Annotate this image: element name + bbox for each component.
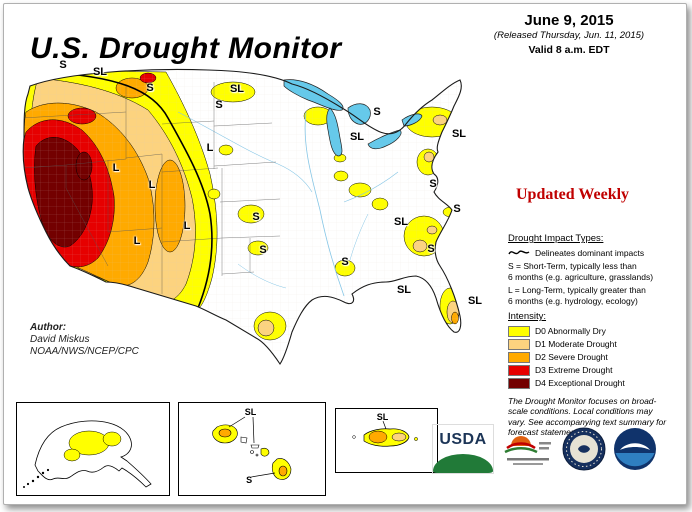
updated-weekly-note: Updated Weekly	[516, 186, 630, 203]
author-label: Author:	[30, 322, 67, 333]
pr-d2-area	[368, 430, 388, 444]
kauai-d2-area	[218, 428, 232, 438]
report-date: June 9, 2015	[524, 12, 614, 29]
legend-row: D0 Abnormally Dry	[508, 325, 684, 337]
legend-label: D4 Exceptional Drought	[535, 377, 625, 388]
valid-time: Valid 8 a.m. EDT	[528, 44, 610, 56]
drought-monitor-page: U.S. Drought Monitor June 9, 2015 (Relea…	[3, 3, 687, 505]
legend-label: D0 Abnormally Dry	[535, 325, 606, 336]
impact-line-icon	[508, 250, 530, 255]
intensity-legend: D0 Abnormally Dry D1 Moderate Drought D2 S…	[508, 325, 684, 389]
logo-row: USDA	[432, 420, 682, 478]
oahu-island	[240, 436, 248, 444]
pr-d1-area	[391, 432, 407, 442]
author-name: David Miskus	[30, 334, 90, 345]
us-map-svg	[22, 68, 462, 365]
puerto-rico-map-svg	[352, 420, 418, 447]
vieques-island	[414, 437, 418, 441]
great-lakes	[283, 79, 423, 157]
intensity-heading: Intensity:	[508, 311, 547, 322]
page-title: U.S. Drought Monitor	[30, 32, 342, 66]
aleutian-islands	[23, 468, 50, 488]
legend-row: D4 Exceptional Drought	[508, 377, 684, 389]
usda-logo: USDA	[432, 424, 494, 474]
us-map: S SL S SL S SL S SL L L L L L S S S S SL S S SL SL	[8, 54, 508, 402]
legend-label: D2 Severe Drought	[535, 351, 608, 362]
disclaimer-note: The Drought Monitor focuses on broad-sca…	[508, 395, 667, 438]
alaska-inset	[16, 402, 170, 496]
impact-delineates-label: Delineates dominant impacts	[535, 247, 645, 258]
impact-short-term: S = Short-Term, typically less than 6 mo…	[508, 261, 654, 282]
label-pointer-lines	[228, 416, 276, 478]
puerto-rico-inset: SL	[335, 408, 438, 473]
mona-island	[352, 435, 356, 439]
hawaii-map-svg	[212, 416, 292, 480]
impact-delineation-line	[42, 71, 213, 309]
hawaii-inset: SL S	[178, 402, 326, 496]
legend-row: D2 Severe Drought	[508, 351, 684, 363]
legend-swatch	[508, 338, 530, 350]
alaska-d0-areas	[63, 430, 122, 462]
released-date: (Released Thursday, Jun. 11, 2015)	[493, 30, 645, 41]
commerce-seal-logo	[562, 427, 606, 471]
alaska-map-svg	[23, 420, 152, 488]
noaa-logo	[614, 428, 656, 470]
usda-logo-text: USDA	[439, 430, 487, 448]
legend-label: D3 Extreme Drought	[535, 364, 613, 375]
legend-swatch	[508, 351, 530, 363]
ndmc-logo	[504, 436, 551, 465]
legend-panel: Drought Impact Types: Delineates dominan…	[508, 233, 684, 438]
date-block: June 9, 2015 (Released Thursday, Jun. 11…	[460, 12, 678, 57]
author-org: NOAA/NWS/NCEP/CPC	[30, 346, 139, 357]
rivers	[177, 111, 399, 297]
kahoolawe-island	[255, 453, 259, 457]
legend-label: D1 Moderate Drought	[535, 338, 617, 349]
legend-swatch	[508, 377, 530, 389]
legend-swatch	[508, 364, 530, 376]
lanai-island	[250, 450, 254, 454]
maui-island	[260, 447, 270, 457]
us-outline	[22, 68, 462, 365]
impact-types-heading: Drought Impact Types:	[508, 233, 604, 244]
label-pointer-line	[382, 420, 387, 430]
author-block: Author: David Miskus NOAA/NWS/NCEP/CPC	[30, 322, 139, 358]
legend-row: D1 Moderate Drought	[508, 338, 684, 350]
legend-swatch	[508, 325, 530, 337]
big-island-d2-area	[278, 465, 288, 477]
impact-delineates-row: Delineates dominant impacts	[508, 248, 684, 259]
impact-long-term: L = Long-Term, typically greater than 6 …	[508, 285, 646, 306]
molokai-island	[250, 444, 260, 449]
usda-green-field	[433, 454, 493, 473]
legend-row: D3 Extreme Drought	[508, 364, 684, 376]
